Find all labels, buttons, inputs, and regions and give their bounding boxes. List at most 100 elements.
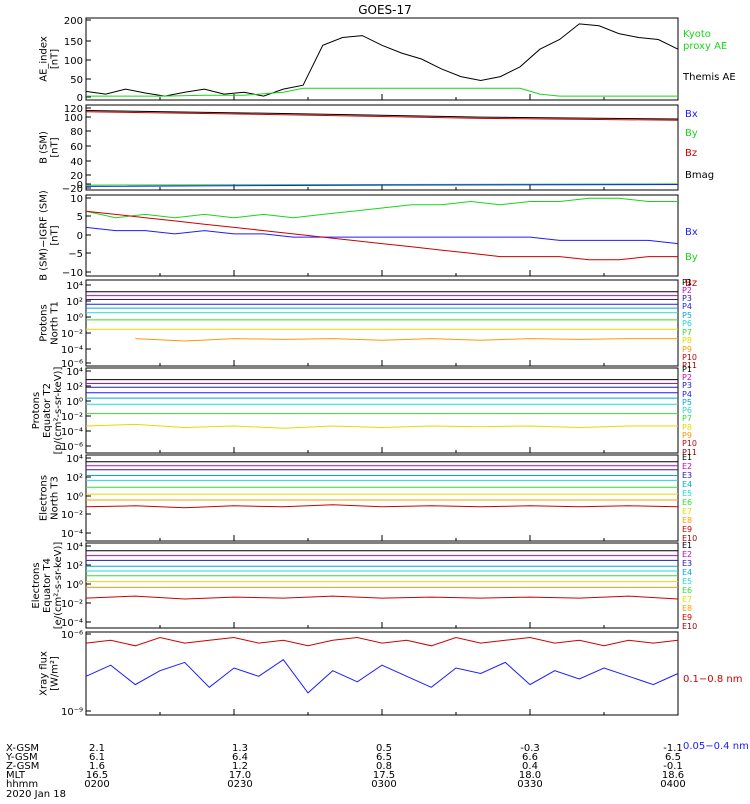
panel-5-legend-9: P9 bbox=[682, 431, 692, 440]
series-themis-ae bbox=[85, 23, 679, 97]
panel-7-legend-5: E5 bbox=[682, 577, 692, 586]
panel-6-legend-2: E2 bbox=[682, 462, 692, 471]
panel-4-legend-10: P10 bbox=[682, 353, 697, 362]
panel-5-ytick-label: 10² bbox=[66, 382, 83, 393]
panel-5-legend-7: P7 bbox=[682, 414, 692, 423]
panel-1-ytick-label: 0 bbox=[77, 93, 83, 104]
panel-7-ylabel: [e/(cm²-s-sr-keV)] bbox=[53, 542, 64, 630]
ephemeris-value: 17.5 bbox=[373, 770, 395, 781]
panel-3-legend-3: Bz bbox=[685, 278, 697, 289]
panel-4-ytick-label: 10⁻² bbox=[61, 329, 83, 340]
panel-3-ytick-label: 0 bbox=[77, 231, 83, 242]
panel-5-legend-11: P11 bbox=[682, 448, 697, 457]
ephemeris-label: MLT bbox=[6, 770, 26, 781]
panel-1-frame bbox=[85, 17, 679, 101]
panel-7-legend-9: E9 bbox=[682, 613, 692, 622]
series-e9 bbox=[85, 504, 679, 509]
panel-3-ylabel: [nT] bbox=[50, 225, 61, 245]
panel-2-ylabel: [nT] bbox=[50, 137, 61, 157]
series-p9 bbox=[135, 338, 678, 342]
panel-4-legend-6: P6 bbox=[682, 319, 692, 328]
chart-title: GOES-17 bbox=[358, 3, 412, 17]
panel-7-ytick-label: 10² bbox=[66, 561, 83, 572]
series-0-05-0-4-nm bbox=[85, 659, 679, 694]
panel-8-legend-2: 0.05−0.4 nm bbox=[683, 741, 749, 752]
panel-7-legend-4: E4 bbox=[682, 568, 692, 577]
ephemeris-value: -0.3 bbox=[520, 743, 540, 754]
panel-5-ytick-label: 10⁻⁶ bbox=[61, 442, 83, 453]
panel-4-legend-9: P9 bbox=[682, 345, 692, 354]
panel-6-legend-1: E1 bbox=[682, 453, 692, 462]
series-bx bbox=[85, 226, 679, 245]
panel-6-legend-3: E3 bbox=[682, 471, 692, 480]
panel-6-legend-7: E7 bbox=[682, 507, 692, 516]
panel-1-legend-2: proxy AE bbox=[683, 41, 727, 52]
panel-2-legend-4: Bmag bbox=[685, 170, 714, 181]
panel-3-ylabel: B (SM)−IGRF (SM) bbox=[39, 190, 50, 281]
panel-4-ylabel: Protons bbox=[39, 304, 50, 341]
panel-5-ylabel: Equator T2 bbox=[42, 383, 53, 438]
panel-2-ytick-label: 40 bbox=[70, 157, 83, 168]
ephemeris-value: 18.0 bbox=[519, 770, 541, 781]
panel-3-ytick-label: 10 bbox=[70, 194, 83, 205]
panel-5-legend-4: P4 bbox=[682, 390, 692, 399]
series-bmag bbox=[85, 110, 679, 120]
panel-7-ylabel: Equator T4 bbox=[42, 558, 53, 613]
panel-2-legend-3: Bz bbox=[685, 148, 697, 159]
ephemeris-value: 6.5 bbox=[376, 752, 392, 763]
panel-5-ytick-label: 10⁻⁴ bbox=[61, 427, 83, 438]
ephemeris-label: Z-GSM bbox=[6, 761, 39, 772]
ephemeris-value: -0.1 bbox=[663, 761, 683, 772]
panel-6-ytick-label: 10⁴ bbox=[66, 454, 83, 465]
panel-5-ytick-label: 10⁴ bbox=[66, 367, 83, 378]
panel-3-ytick-label: −10 bbox=[62, 268, 83, 279]
panel-6-legend-4: E4 bbox=[682, 480, 692, 489]
ephemeris-value: 0.8 bbox=[376, 761, 392, 772]
panel-2-ytick-label: 80 bbox=[70, 127, 83, 138]
panel-1-ytick-label: 50 bbox=[70, 75, 83, 86]
panel-3-ytick-label: −5 bbox=[68, 249, 83, 260]
series-by bbox=[85, 183, 679, 186]
panel-2-ytick-label: 60 bbox=[70, 142, 83, 153]
ephemeris-value: -1.1 bbox=[663, 743, 683, 754]
series-e9 bbox=[85, 595, 679, 600]
panel-6-ytick-label: 10⁰ bbox=[66, 492, 83, 503]
panel-7-ylabel: Electrons bbox=[31, 562, 42, 608]
panel-8-ylabel: [W/m²] bbox=[50, 656, 61, 691]
panel-2-ytick-label: 120 bbox=[64, 104, 83, 115]
panel-1-ylabel: [nT] bbox=[50, 49, 61, 69]
panel-5-ylabel: [p/(cm²-s-sr-keV)] bbox=[53, 367, 64, 455]
panel-1-legend-3: Themis AE bbox=[682, 72, 736, 83]
panel-2-ytick-label: 0 bbox=[77, 180, 83, 191]
ephemeris-label: hhmm bbox=[6, 779, 38, 790]
panel-7-legend-1: E1 bbox=[682, 541, 692, 550]
panel-6-frame bbox=[85, 454, 679, 542]
panel-7-legend-6: E6 bbox=[682, 586, 692, 595]
panel-7-legend-3: E3 bbox=[682, 559, 692, 568]
panel-6-ylabel: Electrons bbox=[39, 475, 50, 521]
panel-6-legend-10: E10 bbox=[682, 534, 697, 543]
panel-6-ytick-label: 10⁻² bbox=[61, 510, 83, 521]
series-p8 bbox=[85, 423, 678, 429]
ephemeris-value: 1.3 bbox=[232, 743, 248, 754]
panel-2-ytick-label: 100 bbox=[64, 113, 83, 124]
ephemeris-value: 0200 bbox=[84, 779, 109, 790]
panel-8-frame bbox=[85, 631, 679, 716]
panel-4-legend-2: P2 bbox=[682, 286, 692, 295]
ephemeris-value: 17.0 bbox=[229, 770, 251, 781]
panel-3-frame bbox=[85, 194, 679, 277]
panel-7-legend-10: E10 bbox=[682, 622, 697, 631]
panel-4-legend-8: P8 bbox=[682, 336, 692, 345]
panel-6-ytick-label: 10² bbox=[66, 473, 83, 484]
panel-5-ytick-label: 10⁻² bbox=[61, 412, 83, 423]
ephemeris-value: 0300 bbox=[371, 779, 396, 790]
panel-4-ytick-label: 10⁰ bbox=[66, 313, 83, 324]
panel-8-ytick-label: 10⁻⁹ bbox=[61, 707, 83, 718]
ephemeris-value: 6.4 bbox=[232, 752, 248, 763]
ephemeris-value: 0330 bbox=[517, 779, 542, 790]
panel-2-ytick-label: −20 bbox=[62, 184, 83, 195]
series-bx bbox=[85, 184, 679, 187]
panel-1-legend-1: Kyoto bbox=[683, 29, 711, 40]
